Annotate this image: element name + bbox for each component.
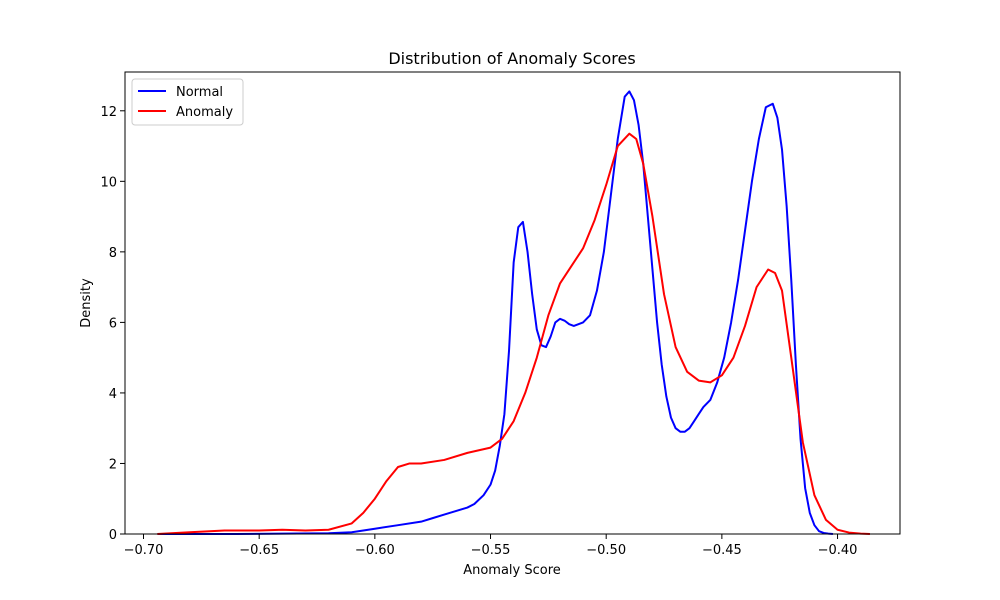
- x-axis-ticks: −0.70 −0.65 −0.60 −0.55 −0.50 −0.45 −0.40: [124, 534, 858, 558]
- x-tick-label: −0.60: [355, 543, 395, 558]
- y-tick-label: 4: [109, 387, 117, 402]
- series-layer: [157, 90, 870, 535]
- x-axis-label: Anomaly Score: [463, 563, 561, 578]
- legend: Normal Anomaly: [131, 78, 244, 126]
- x-tick-label: −0.45: [702, 543, 742, 558]
- x-tick-label: −0.55: [471, 543, 511, 558]
- y-tick-label: 12: [100, 105, 117, 120]
- y-axis-label: Density: [79, 278, 94, 328]
- x-tick-label: −0.50: [586, 543, 626, 558]
- y-axis-ticks: 0 2 4 6 8 10 12: [100, 105, 125, 543]
- y-tick-label: 10: [100, 175, 117, 190]
- series-line-anomaly: [157, 132, 870, 535]
- plot-frame: [124, 71, 901, 535]
- y-tick-label: 2: [109, 457, 117, 472]
- y-tick-label: 6: [109, 316, 117, 331]
- legend-label-anomaly: Anomaly: [176, 105, 233, 120]
- x-tick-label: −0.65: [239, 543, 279, 558]
- y-tick-label: 8: [109, 246, 117, 261]
- series-line-normal: [157, 90, 833, 535]
- x-tick-label: −0.40: [818, 543, 858, 558]
- legend-label-normal: Normal: [176, 85, 223, 100]
- x-tick-label: −0.70: [124, 543, 164, 558]
- y-tick-label: 0: [109, 528, 117, 543]
- chart-title: Distribution of Anomaly Scores: [388, 49, 635, 68]
